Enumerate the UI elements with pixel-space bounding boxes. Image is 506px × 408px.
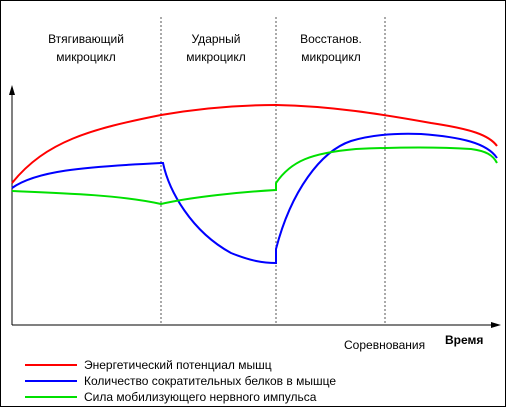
phase-3-label-line2: микроцикл <box>301 50 361 64</box>
phase-3-label-line1: Восстанов. <box>300 32 362 46</box>
phase-2-label-line1: Ударный <box>192 32 241 46</box>
legend-label-energy: Энергетический потенциал мышц <box>84 358 272 372</box>
phase-1-label-line1: Втягивающий <box>48 32 124 46</box>
phase-2-label-line2: микроцикл <box>186 50 246 64</box>
nerve-impulse-curve <box>11 146 498 206</box>
competition-label: Соревнования <box>344 338 425 352</box>
legend-label-proteins: Количество сократительных белков в мышце <box>84 374 336 388</box>
x-axis-label: Время <box>445 333 483 347</box>
contractile-proteins-curve <box>11 132 498 265</box>
legend-label-impulse: Сила мобилизующего нервного импульса <box>84 390 317 404</box>
energy-potential-curve <box>11 103 498 184</box>
x-axis-arrow <box>491 322 501 328</box>
phase-1-label-line2: микроцикл <box>56 50 116 64</box>
y-axis-arrow <box>9 85 15 95</box>
